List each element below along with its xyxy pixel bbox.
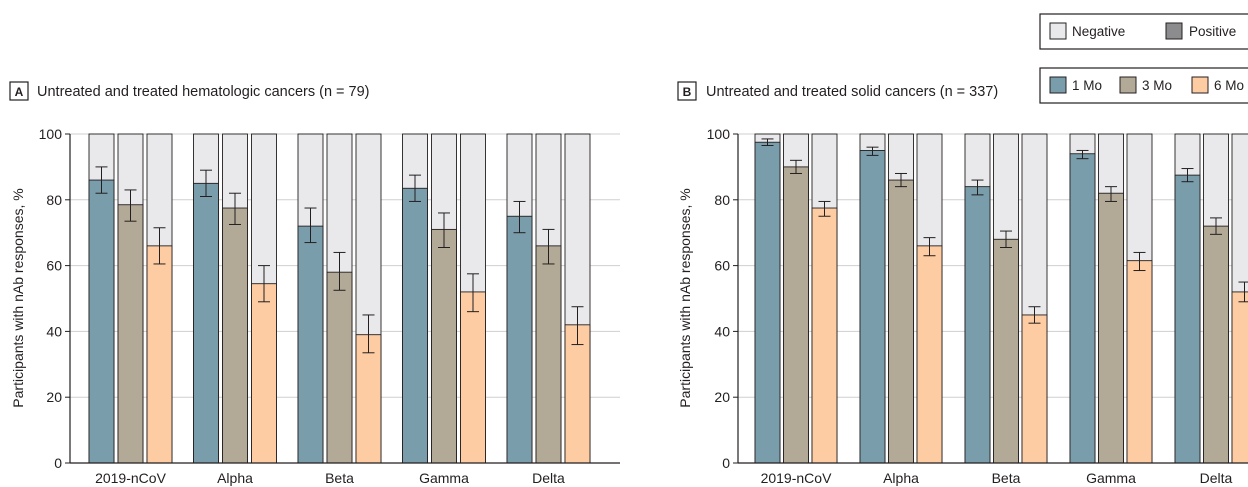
panel-b-bar	[964, 186, 991, 464]
panel-b-y-tick-label: 0	[722, 455, 730, 471]
panel-b-y-tick-label: 40	[714, 323, 730, 339]
panel-a-y-tick-label: 0	[54, 455, 62, 471]
panel-a-x-tick-label: 2019-nCoV	[95, 470, 166, 486]
panel-b-title: Untreated and treated solid cancers (n =…	[706, 84, 998, 100]
panel-b-bar	[811, 207, 838, 464]
panel-a-y-tick-label: 100	[39, 126, 63, 142]
panel-b-bar	[916, 245, 943, 464]
panel-b-x-tick-label: Beta	[992, 470, 1021, 486]
panel-a-bar	[460, 291, 486, 464]
panel-a-bar	[564, 324, 591, 464]
panel-b-letter: B	[683, 85, 692, 99]
legend-6mo-label: 6 Mo	[1214, 78, 1244, 93]
panel-b-y-tick-label: 20	[714, 389, 730, 405]
panel-a-x-tick-label: Alpha	[217, 470, 253, 486]
panel-b-y-tick-label: 80	[714, 192, 730, 208]
panel-b-bar	[1098, 192, 1124, 464]
legend-negative-swatch	[1049, 22, 1067, 40]
panel-a-y-axis-title: Participants with nAb responses, %	[10, 188, 26, 407]
legend-negative-label: Negative	[1072, 24, 1125, 39]
legend-time-frame	[1039, 67, 1248, 104]
legend-6mo-swatch	[1191, 76, 1209, 94]
legend-status-frame	[1039, 13, 1248, 50]
panel-b-bar	[859, 149, 886, 464]
panel-b-bar	[754, 141, 781, 464]
panel-a-bar	[535, 245, 562, 464]
panel-b-bar	[1203, 225, 1229, 464]
panel-a-bar	[355, 334, 382, 464]
panel-b-x-tick-label: Alpha	[883, 470, 919, 486]
panel-a-y-tick-label: 40	[46, 323, 62, 339]
legend-time: 1 Mo 3 Mo 6 Mo	[1039, 67, 1248, 104]
panel-a-plot: 0 20 40 60 80 100 2019-nCoV Alpha Beta Gamma Delta	[39, 126, 620, 486]
panel-b-bar	[783, 166, 809, 464]
legend-1mo-swatch	[1049, 76, 1067, 94]
panel-a-bar	[297, 225, 324, 464]
legend-positive-label: Positive	[1189, 24, 1236, 39]
panel-b-bar	[1069, 153, 1096, 464]
legend-3mo-swatch	[1119, 76, 1137, 94]
panel-a-x-tick-label: Gamma	[419, 470, 469, 486]
panel-a-y-tick-label: 20	[46, 389, 62, 405]
panel-b-bar	[1231, 291, 1248, 464]
panel-a-bar	[251, 283, 277, 464]
panel-a-bar	[193, 182, 219, 464]
panel-a-bar	[222, 207, 248, 464]
panel-a-bar	[431, 228, 457, 464]
panel-a-x-tick-label: Beta	[325, 470, 354, 486]
panel-a-bar	[88, 179, 115, 464]
legend-positive-swatch	[1165, 22, 1183, 40]
panel-a-letter: A	[15, 85, 24, 99]
panel-a-title: Untreated and treated hematologic cancer…	[37, 84, 370, 100]
panel-a-x-tick-label: Delta	[532, 470, 565, 486]
panel-a-y-tick-label: 60	[46, 258, 62, 274]
panel-a-y-tick-label: 80	[46, 192, 62, 208]
legend-status: Negative Positive	[1039, 13, 1248, 50]
panel-a-bar	[402, 187, 428, 464]
panel-a: A Untreated and treated hematologic canc…	[9, 81, 620, 486]
panel-b-bar	[993, 238, 1019, 464]
panel-b-letter-box	[677, 81, 697, 101]
panel-b-x-tick-label: 2019-nCoV	[761, 470, 832, 486]
panel-a-bar	[506, 215, 533, 464]
panel-b: B Untreated and treated solid cancers (n…	[677, 81, 1248, 486]
panel-b-bar	[1174, 174, 1201, 464]
legend-3mo-label: 3 Mo	[1142, 78, 1172, 93]
panel-a-letter-box	[9, 81, 29, 101]
panel-b-plot: 0 20 40 60 80 100 2019-nCoV Alpha Beta Gamma Delta	[707, 126, 1248, 486]
panel-a-bar	[326, 271, 353, 464]
panel-a-bar	[146, 245, 173, 464]
panel-b-bar	[1126, 260, 1153, 464]
panel-b-y-tick-label: 60	[714, 258, 730, 274]
panel-b-bar	[1021, 314, 1048, 464]
panel-b-x-tick-label: Gamma	[1086, 470, 1136, 486]
legend-1mo-label: 1 Mo	[1072, 78, 1102, 93]
panel-a-bar	[117, 204, 144, 464]
panel-b-bar	[888, 179, 914, 464]
panel-b-x-tick-label: Delta	[1200, 470, 1233, 486]
panel-b-y-axis-title: Participants with nAb responses, %	[677, 188, 693, 407]
panel-b-y-tick-label: 100	[707, 126, 731, 142]
